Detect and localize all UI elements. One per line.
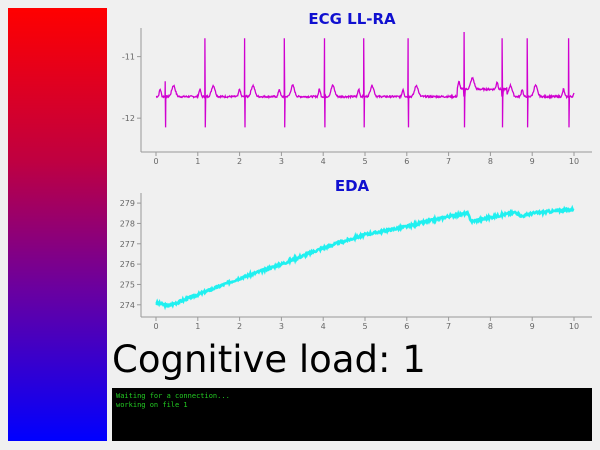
x-tick-label: 0	[153, 157, 158, 166]
x-tick-label: 5	[362, 322, 367, 331]
x-tick-label: 3	[279, 322, 284, 331]
x-tick-label: 8	[488, 322, 493, 331]
ecg-series-line	[155, 31, 575, 128]
x-tick-label: 7	[446, 157, 451, 166]
x-tick-label: 4	[321, 157, 326, 166]
eda-chart-title: EDA	[334, 177, 370, 195]
y-tick-label: 279	[120, 199, 135, 208]
cognitive-load-label: Cognitive load: 1	[112, 338, 426, 381]
x-tick-label: 1	[195, 157, 200, 166]
x-tick-label: 2	[237, 322, 242, 331]
x-tick-label: 9	[530, 157, 535, 166]
y-tick-label: 278	[120, 219, 135, 228]
log-line: working on file 1	[116, 401, 188, 409]
y-tick-label: -12	[122, 114, 135, 123]
x-tick-label: 9	[530, 322, 535, 331]
y-tick-label: 276	[120, 260, 135, 269]
eda-series-line	[155, 204, 575, 311]
eda-chart: 0 1 2 3 4 5 6 7 8 9 10 274 275 276 277 278 279	[120, 193, 592, 331]
x-tick-label: 10	[569, 322, 579, 331]
y-tick-label: -11	[122, 53, 135, 62]
ecg-chart: 0 1 2 3 4 5 6 7 8 9 10 -11 -12	[122, 28, 592, 166]
ecg-chart-title: ECG LL-RA	[308, 10, 396, 28]
x-tick-label: 3	[279, 157, 284, 166]
x-tick-label: 0	[153, 322, 158, 331]
x-tick-label: 5	[362, 157, 367, 166]
x-tick-label: 7	[446, 322, 451, 331]
x-tick-label: 10	[569, 157, 579, 166]
x-tick-label: 1	[195, 322, 200, 331]
y-tick-label: 274	[120, 301, 135, 310]
log-console: Waiting for a connection... working on f…	[112, 388, 592, 441]
x-tick-label: 8	[488, 157, 493, 166]
y-tick-label: 275	[120, 280, 135, 289]
y-tick-label: 277	[120, 240, 135, 249]
cognitive-load-gradient-bar	[8, 8, 107, 441]
x-tick-label: 6	[404, 157, 409, 166]
x-tick-label: 2	[237, 157, 242, 166]
log-line: Waiting for a connection...	[116, 392, 230, 400]
x-tick-label: 6	[404, 322, 409, 331]
x-tick-label: 4	[321, 322, 326, 331]
